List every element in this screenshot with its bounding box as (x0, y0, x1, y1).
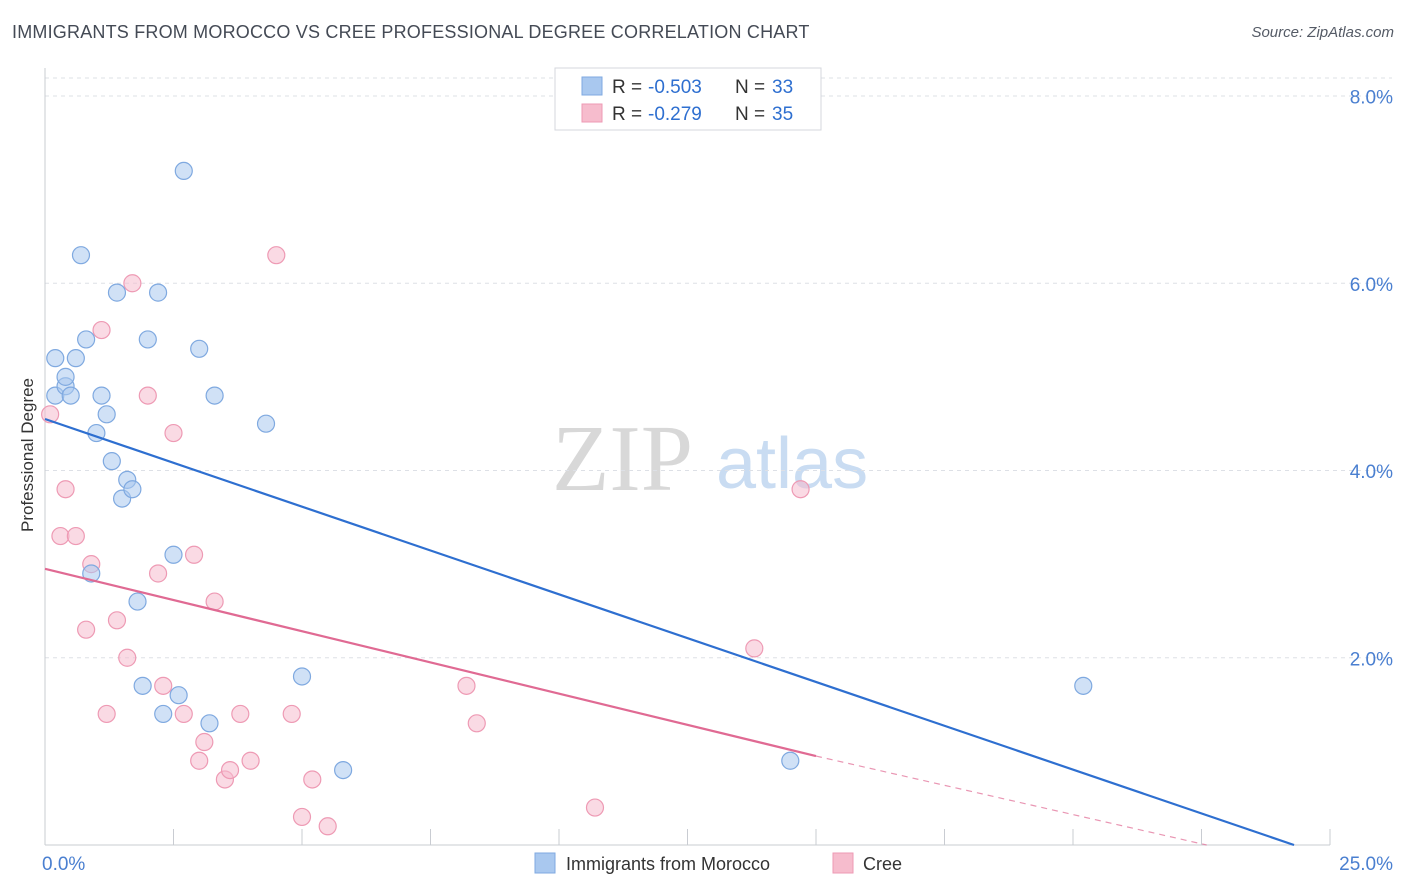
morocco-point (334, 760, 353, 780)
cree-point (77, 620, 96, 639)
cree-point (184, 545, 204, 564)
y-axis-label: Professional Degree (18, 378, 37, 532)
cree-point (267, 246, 286, 265)
morocco-point (82, 564, 101, 583)
y-tick-label: 2.0% (1350, 649, 1393, 670)
morocco-point (292, 667, 312, 686)
morocco-point (123, 480, 142, 499)
cree-point (138, 386, 157, 405)
morocco-point (200, 714, 219, 733)
cree-point (282, 704, 301, 724)
axes: 0.0% 25.0% (42, 68, 1393, 875)
morocco-point (174, 161, 193, 180)
morocco-point (128, 592, 147, 611)
cree-point (457, 676, 476, 695)
stats-r-label-2: R = (612, 104, 642, 125)
morocco-point (56, 367, 75, 386)
x-tick-label-min: 0.0% (42, 854, 85, 875)
morocco-point (77, 330, 96, 349)
cree-point (195, 732, 214, 752)
cree-points (41, 246, 810, 836)
legend-swatch-cree (832, 852, 854, 874)
cree-point (241, 751, 260, 770)
cree-trend-extension (815, 755, 1207, 846)
y-tick-label: 8.0% (1350, 88, 1393, 109)
morocco-point (71, 246, 91, 265)
morocco-point (256, 414, 276, 433)
stats-legend: R = -0.503 N = 33 R = -0.279 N = 35 (554, 67, 822, 131)
stats-n-label-2: N = (735, 104, 765, 125)
stats-n-label-1: N = (735, 77, 765, 98)
stats-r-label-1: R = (612, 77, 642, 98)
series-legend: Immigrants from Morocco Cree (534, 852, 902, 874)
cree-point (190, 751, 209, 770)
morocco-point (148, 283, 168, 302)
cree-point (585, 798, 605, 817)
y-tick-label: 4.0% (1350, 462, 1393, 483)
morocco-point (138, 330, 157, 349)
cree-point (154, 676, 173, 695)
morocco-point (169, 686, 188, 705)
cree-point (745, 639, 764, 658)
trend-lines (44, 417, 1295, 847)
morocco-point (1074, 676, 1093, 695)
cree-point (220, 760, 240, 780)
cree-point (303, 770, 322, 789)
morocco-point (781, 751, 800, 770)
morocco-point (107, 283, 127, 302)
source-label: Source: ZipAtlas.com (1251, 24, 1394, 41)
morocco-point (154, 704, 173, 724)
morocco-trend-line (44, 417, 1295, 847)
cree-point (66, 526, 85, 546)
morocco-point (205, 386, 224, 405)
stats-swatch-pink (581, 103, 603, 123)
cree-trend-line (44, 567, 817, 758)
cree-point (51, 526, 70, 546)
morocco-point (190, 339, 209, 358)
y-tick-label: 6.0% (1350, 275, 1393, 296)
morocco-points (46, 161, 1093, 780)
morocco-point (61, 386, 80, 405)
grid-lines: 2.0% 4.0% 6.0% 8.0% (45, 77, 1393, 670)
morocco-point (46, 349, 65, 368)
cree-point (148, 564, 168, 583)
cree-point (318, 817, 337, 836)
cree-point (118, 648, 137, 667)
morocco-point (66, 349, 85, 368)
cree-point (174, 704, 193, 724)
watermark-zip: ZIP (552, 407, 693, 511)
x-tick-label-max: 25.0% (1339, 854, 1393, 875)
cree-point (92, 320, 111, 340)
stats-swatch-blue (581, 76, 603, 96)
cree-point (791, 480, 810, 499)
cree-point (467, 714, 486, 733)
morocco-point (92, 386, 111, 405)
cree-point (107, 611, 127, 630)
cree-point (292, 807, 312, 827)
morocco-point (102, 452, 121, 471)
stats-r-value-2: -0.279 (648, 104, 702, 125)
cree-point (56, 480, 75, 499)
cree-point (123, 274, 142, 293)
legend-label-morocco: Immigrants from Morocco (566, 854, 770, 874)
cree-point (231, 704, 250, 724)
morocco-point (133, 676, 152, 695)
chart-title: IMMIGRANTS FROM MOROCCO VS CREE PROFESSI… (12, 22, 810, 42)
morocco-point (97, 405, 116, 424)
morocco-point (164, 545, 183, 564)
legend-swatch-morocco (534, 852, 556, 874)
legend-label-cree: Cree (863, 854, 902, 874)
cree-point (164, 423, 183, 443)
cree-point (97, 704, 116, 724)
stats-r-value-1: -0.503 (648, 77, 702, 98)
stats-n-value-2: 35 (772, 104, 793, 125)
stats-n-value-1: 33 (772, 77, 793, 98)
